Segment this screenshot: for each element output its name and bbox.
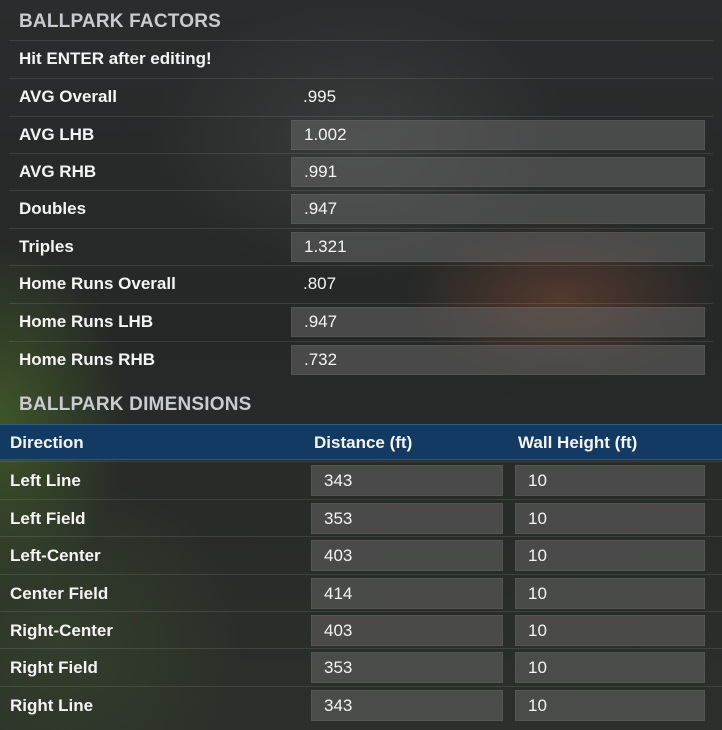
dimensions-table-header: Direction Distance (ft) Wall Height (ft) bbox=[0, 424, 722, 460]
ballpark-dimensions-title: BALLPARK DIMENSIONS bbox=[19, 394, 252, 415]
direction-label: Left Line bbox=[10, 471, 81, 490]
distance-input[interactable] bbox=[311, 578, 503, 609]
edit-hint: Hit ENTER after editing! bbox=[19, 49, 212, 68]
factor-label: Home Runs RHB bbox=[19, 350, 156, 369]
direction-label: Left Field bbox=[10, 509, 86, 528]
avg-rhb-input[interactable] bbox=[291, 157, 705, 187]
factor-label: Triples bbox=[19, 237, 74, 256]
factor-label: Doubles bbox=[19, 199, 87, 218]
triples-input[interactable] bbox=[291, 232, 705, 262]
table-row: Center Field bbox=[0, 574, 722, 611]
factor-value: .995 bbox=[303, 87, 337, 106]
factor-row-doubles: Doubles bbox=[9, 190, 713, 227]
direction-label: Left-Center bbox=[10, 546, 101, 565]
factor-row-hr-lhb: Home Runs LHB bbox=[9, 303, 713, 340]
table-row: Right Field bbox=[0, 648, 722, 685]
factor-row-avg-rhb: AVG RHB bbox=[9, 153, 713, 190]
wall-height-column-header: Wall Height (ft) bbox=[518, 433, 638, 452]
wall-height-input[interactable] bbox=[515, 540, 705, 571]
hr-rhb-input[interactable] bbox=[291, 345, 705, 375]
factor-row-hr-rhb: Home Runs RHB bbox=[9, 341, 713, 378]
factor-label: AVG RHB bbox=[19, 162, 97, 181]
wall-height-input[interactable] bbox=[515, 503, 705, 534]
doubles-input[interactable] bbox=[291, 194, 705, 224]
distance-input[interactable] bbox=[311, 690, 503, 721]
factor-row-hr-overall: Home Runs Overall .807 bbox=[9, 265, 713, 302]
table-row: Right Line bbox=[0, 686, 722, 723]
table-row: Left-Center bbox=[0, 536, 722, 573]
table-row: Left Field bbox=[0, 499, 722, 536]
table-row: Right-Center bbox=[0, 611, 722, 648]
factor-label: Home Runs Overall bbox=[19, 274, 176, 293]
factor-row-avg-overall: AVG Overall .995 bbox=[9, 78, 713, 115]
wall-height-input[interactable] bbox=[515, 690, 705, 721]
distance-input[interactable] bbox=[311, 540, 503, 571]
direction-label: Right-Center bbox=[10, 621, 113, 640]
factor-row-avg-lhb: AVG LHB bbox=[9, 116, 713, 153]
distance-input[interactable] bbox=[311, 652, 503, 683]
ballpark-factors-title: BALLPARK FACTORS bbox=[19, 11, 221, 32]
direction-label: Right Field bbox=[10, 658, 98, 677]
distance-input[interactable] bbox=[311, 615, 503, 646]
factor-row-triples: Triples bbox=[9, 228, 713, 265]
factor-label: Home Runs LHB bbox=[19, 312, 154, 331]
hr-lhb-input[interactable] bbox=[291, 307, 705, 337]
direction-label: Right Line bbox=[10, 696, 94, 715]
avg-lhb-input[interactable] bbox=[291, 120, 705, 150]
wall-height-input[interactable] bbox=[515, 652, 705, 683]
factor-label: AVG LHB bbox=[19, 125, 95, 144]
direction-label: Center Field bbox=[10, 584, 109, 603]
distance-input[interactable] bbox=[311, 465, 503, 496]
hint-row: Hit ENTER after editing! bbox=[9, 40, 713, 77]
table-row: Left Line bbox=[0, 461, 722, 498]
wall-height-input[interactable] bbox=[515, 615, 705, 646]
wall-height-input[interactable] bbox=[515, 578, 705, 609]
wall-height-input[interactable] bbox=[515, 465, 705, 496]
distance-column-header: Distance (ft) bbox=[314, 433, 413, 452]
factor-value: .807 bbox=[303, 274, 337, 293]
direction-column-header: Direction bbox=[10, 433, 84, 452]
factor-label: AVG Overall bbox=[19, 87, 117, 106]
distance-input[interactable] bbox=[311, 503, 503, 534]
